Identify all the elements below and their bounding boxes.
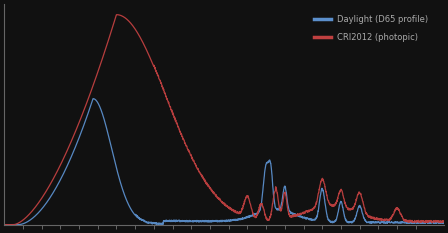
- Legend: Daylight (D65 profile), CRI2012 (photopic): Daylight (D65 profile), CRI2012 (photopi…: [311, 13, 431, 44]
